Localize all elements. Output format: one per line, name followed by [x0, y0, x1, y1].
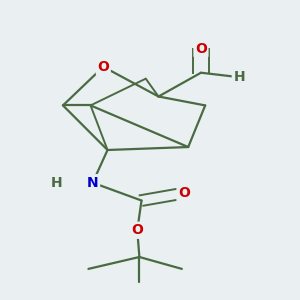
Text: O: O	[178, 186, 190, 200]
Text: H: H	[233, 70, 245, 84]
Text: H: H	[51, 176, 62, 190]
Text: O: O	[98, 60, 109, 74]
Text: O: O	[131, 223, 143, 237]
Text: O: O	[195, 42, 207, 56]
Text: N: N	[87, 176, 98, 190]
